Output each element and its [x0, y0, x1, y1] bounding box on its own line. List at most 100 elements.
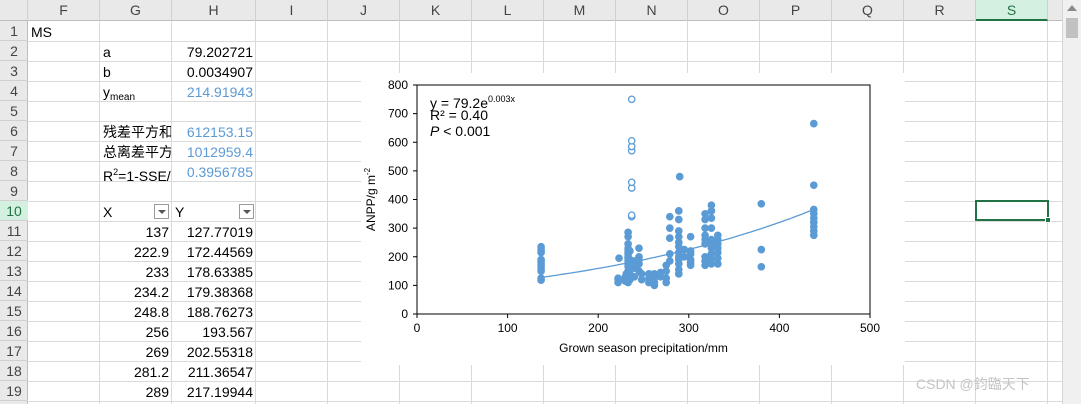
cell-F1[interactable]: MS	[31, 24, 52, 40]
row-header-2[interactable]: 2	[0, 41, 28, 61]
row-header-17[interactable]: 17	[0, 341, 28, 361]
row-header-18[interactable]: 18	[0, 361, 28, 381]
selected-cell-S10[interactable]	[975, 200, 1051, 223]
data-point	[809, 205, 818, 214]
cell-x-value[interactable]: 234.2	[133, 284, 169, 300]
cell-y-value[interactable]: 193.567	[202, 324, 253, 340]
row-header-12[interactable]: 12	[0, 241, 28, 261]
grid-column-line	[327, 21, 328, 404]
cell-G10[interactable]: X	[103, 204, 113, 220]
row-header-1[interactable]: 1	[0, 21, 28, 41]
data-point	[537, 274, 545, 283]
cell-H6[interactable]: 612153.15	[186, 124, 253, 140]
scatter-chart[interactable]: 0 100 200 300 400 500 0 100 200 300 400 500 600 700 80…	[361, 73, 905, 365]
cell-G7[interactable]: 总离差平方	[103, 144, 172, 160]
cell-y-value[interactable]: 179.38368	[186, 284, 253, 300]
cell-H8[interactable]: 0.3956785	[186, 164, 253, 180]
x-tick-label: 400	[769, 321, 789, 335]
row-header-6[interactable]: 6	[0, 121, 28, 141]
select-all-corner[interactable]	[0, 0, 28, 21]
column-header-N[interactable]: N	[616, 0, 688, 21]
cell-y-value[interactable]: 172.44569	[186, 244, 253, 260]
row-header-13[interactable]: 13	[0, 261, 28, 281]
grid-column-line	[171, 21, 172, 404]
scrollbar-thumb[interactable]	[1066, 18, 1078, 38]
row-header-15[interactable]: 15	[0, 301, 28, 321]
column-header-M[interactable]: M	[544, 0, 616, 21]
cell-x-value[interactable]: 137	[145, 224, 169, 240]
cell-y-value[interactable]: 211.36547	[187, 364, 253, 380]
row-header-16[interactable]: 16	[0, 321, 28, 341]
cell-y-value[interactable]: 188.76273	[186, 304, 253, 320]
column-header-O[interactable]: O	[688, 0, 760, 21]
column-header-I[interactable]: I	[256, 0, 328, 21]
column-header-P[interactable]: P	[760, 0, 832, 21]
row-header-14[interactable]: 14	[0, 281, 28, 301]
cell-H2[interactable]: 79.202721	[186, 44, 253, 60]
filter-y-dropdown-icon[interactable]	[239, 204, 254, 219]
cell-x-value[interactable]: 222.9	[133, 244, 169, 260]
column-header-F[interactable]: F	[28, 0, 100, 21]
column-header-L[interactable]: L	[472, 0, 544, 21]
cell-x-value[interactable]: 248.8	[133, 304, 169, 320]
cell-x-value[interactable]: 289	[145, 384, 169, 400]
column-header-S[interactable]: S	[976, 0, 1048, 21]
row-header-7[interactable]: 7	[0, 141, 28, 161]
cell-H7[interactable]: 1012959.4	[186, 144, 253, 160]
cell-x-value[interactable]: 269	[145, 344, 169, 360]
watermark: CSDN @鈞臨天下	[916, 376, 1030, 392]
row-header-8[interactable]: 8	[0, 161, 28, 181]
cell-x-value[interactable]: 233	[145, 264, 169, 280]
data-point	[624, 228, 632, 237]
cell-y-value[interactable]: 127.77019	[186, 224, 253, 240]
data-point	[707, 214, 716, 222]
data-point	[680, 252, 689, 261]
row-header-4[interactable]: 4	[0, 81, 28, 101]
y-tick-label: 600	[388, 135, 408, 149]
cell-G6[interactable]: 残差平方和	[103, 124, 172, 140]
grid-column-line	[99, 21, 100, 404]
column-header-J[interactable]: J	[328, 0, 400, 21]
column-header-H[interactable]: H	[172, 0, 256, 21]
cell-H4[interactable]: 214.91943	[186, 84, 253, 100]
column-header-K[interactable]: K	[400, 0, 472, 21]
filter-x-dropdown-icon[interactable]	[154, 204, 169, 219]
data-point	[674, 215, 683, 224]
row-header-5[interactable]: 5	[0, 101, 28, 121]
y-tick-label: 100	[388, 278, 408, 292]
data-point	[809, 119, 818, 128]
row-header-3[interactable]: 3	[0, 61, 28, 81]
cell-x-value[interactable]: 281.2	[133, 364, 169, 380]
vertical-scrollbar[interactable]	[1062, 0, 1081, 404]
scroll-up-arrow-icon[interactable]	[1067, 5, 1077, 11]
data-point	[665, 257, 674, 265]
cell-G8[interactable]: R2=1-SSE/	[100, 162, 172, 182]
ymean-subscript: mean	[110, 92, 136, 102]
equation-main: y = 79.2e	[430, 95, 488, 111]
y-tick-label: 500	[388, 164, 408, 178]
cell-H10[interactable]: Y	[175, 204, 185, 220]
cell-y-value[interactable]: 217.19944	[186, 384, 253, 400]
grid-row-line	[28, 61, 1062, 62]
grid-row-line	[28, 381, 1062, 382]
row-header-10[interactable]: 10	[0, 201, 28, 221]
cell-G4[interactable]: ymean	[100, 82, 172, 102]
y-tick-label: 0	[401, 307, 408, 321]
column-header-Q[interactable]: Q	[832, 0, 904, 21]
column-header-G[interactable]: G	[100, 0, 172, 21]
data-point	[665, 224, 674, 232]
cell-x-value[interactable]: 256	[145, 324, 169, 340]
data-point	[537, 242, 545, 251]
row-header-11[interactable]: 11	[0, 221, 28, 241]
fill-handle[interactable]	[1045, 217, 1051, 223]
cell-y-value[interactable]: 202.55318	[186, 344, 253, 360]
cell-G2[interactable]: a	[103, 44, 111, 60]
cell-y-value[interactable]: 178.63385	[186, 264, 253, 280]
data-point	[614, 274, 622, 283]
row-header-9[interactable]: 9	[0, 181, 28, 201]
grid-row-line	[28, 401, 1062, 402]
column-header-R[interactable]: R	[904, 0, 976, 21]
row-header-19[interactable]: 19	[0, 381, 28, 401]
cell-G3[interactable]: b	[103, 64, 111, 80]
cell-H3[interactable]: 0.0034907	[186, 64, 253, 80]
